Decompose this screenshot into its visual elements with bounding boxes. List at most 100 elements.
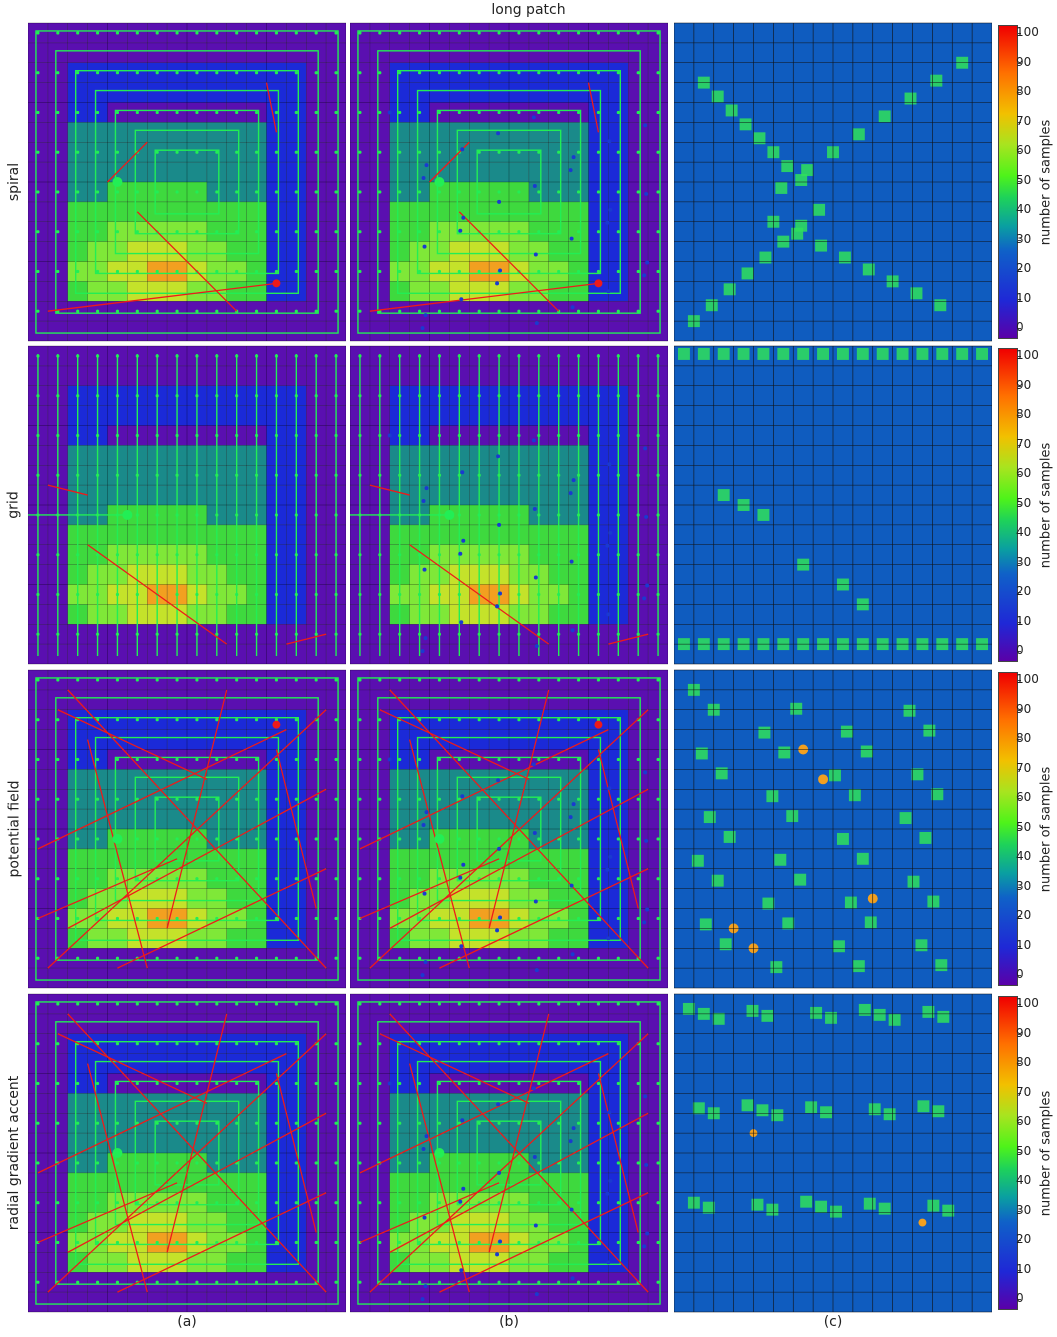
waypoint [437,1081,442,1086]
map-cell [226,1172,247,1193]
map-cell [167,82,187,103]
waypoint [398,1280,402,1284]
waypoint [175,1002,179,1006]
waypoint [497,553,501,557]
colorbar-tick-mark [1017,709,1021,711]
waypoint [557,632,561,636]
map-cell [648,769,668,790]
waypoint [235,1002,239,1006]
waypoint [378,230,382,234]
map-cell [187,928,207,949]
waypoint [517,394,521,398]
map-cell [350,689,370,710]
waypoint [477,837,481,841]
map-cell [326,122,346,143]
coverage-cell [931,788,944,801]
waypoint [358,1201,362,1205]
waypoint [576,718,581,722]
sample-marker [459,944,464,949]
map-cell [350,729,370,750]
map-cell [28,1093,48,1114]
waypoint [334,1280,338,1284]
map-cell [528,1133,549,1153]
map-cell [206,1212,227,1233]
waypoint [636,1161,640,1165]
coverage-cell [815,1200,828,1213]
map-cell [67,928,88,949]
map-cell [608,809,629,829]
map-cell [67,122,88,143]
map-cell [648,321,668,341]
waypoint [557,150,561,154]
map-cell [87,1252,108,1273]
map-cell [608,1133,629,1153]
spiral-loop [416,89,602,275]
waypoint [398,1161,402,1165]
waypoint [215,1201,219,1205]
coverage-cell [862,263,875,276]
waypoint [358,632,362,636]
waypoint [155,797,159,801]
waypoint [636,110,640,115]
waypoint [334,1081,338,1086]
map-cell [389,82,410,103]
spiral-loop [75,70,299,294]
waypoint [537,433,541,438]
waypoint [398,394,402,398]
map-cell [206,1252,227,1273]
map-cell [206,1013,227,1034]
map-cell [167,689,187,710]
waypoint [36,31,40,35]
waypoint [95,1161,100,1165]
map-cell [628,689,649,710]
coverage-cell [934,299,947,312]
transition-segment [597,749,639,909]
map-cell [449,769,470,790]
colorbar-tick-label: 30 [1016,231,1032,246]
waypoint [115,433,120,438]
waypoint [195,1081,199,1086]
map-cell [206,1053,227,1074]
map-cell [87,42,108,63]
waypoint [378,513,382,517]
map-cell [47,162,68,182]
map-cell [369,241,390,262]
map-cell [67,729,88,750]
transition-path [37,689,327,969]
panel-potential-field-b [350,669,668,989]
transition-segment [67,1112,327,1253]
coverage-cell [817,347,830,360]
sample-marker [531,115,536,120]
coverage-cell [815,239,828,252]
coverage-cell [904,92,917,105]
waypoint [497,354,501,358]
waypoint [656,1161,660,1165]
transition-segment [265,82,278,133]
waypoint [36,956,40,960]
waypoint [135,433,139,438]
waypoint [155,309,159,313]
waypoint [254,1002,259,1006]
waypoint [537,797,541,801]
waypoint [235,71,239,75]
sample-marker [569,1207,574,1212]
map-cell [326,928,346,949]
map-cell [107,1172,128,1193]
waypoint [437,31,442,35]
map-cell [266,689,287,710]
map-cell [469,82,490,103]
colorbar-tick-mark [1017,562,1021,564]
sample-markers [387,757,650,978]
map-cell [87,201,108,222]
sample-marker [533,575,538,580]
map-cell [469,122,490,143]
map-cell [350,201,370,222]
waypoint [135,678,139,682]
map-cell [568,769,589,790]
waypoint [254,1081,259,1086]
waypoint [656,31,660,35]
waypoint [557,1002,561,1006]
waypoint [155,916,159,921]
waypoint [195,394,199,398]
map-cell [147,968,168,988]
